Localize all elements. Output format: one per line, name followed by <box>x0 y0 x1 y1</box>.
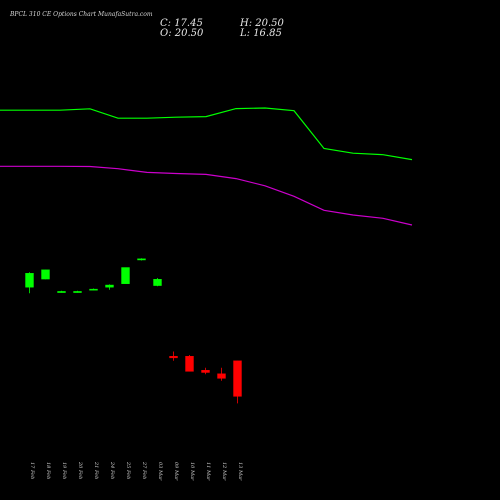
candle <box>217 367 226 381</box>
chart-title: BPCL 310 CE Options Chart MunafaSutra.co… <box>9 11 153 18</box>
candle <box>41 269 50 280</box>
candle-body <box>233 360 242 397</box>
candle-body <box>201 370 210 373</box>
candles-layer <box>25 258 242 404</box>
upper-band-line <box>0 107 413 161</box>
high-readout: H: 20.50 <box>239 18 285 29</box>
x-tick-label: 12 Mar <box>221 462 227 481</box>
candle-body <box>25 273 34 288</box>
candle <box>57 290 66 293</box>
lower-band-line <box>0 165 413 226</box>
candle-body <box>89 288 98 291</box>
candle <box>137 258 146 261</box>
x-axis-labels: 17 Feb 18 Feb 19 Feb 20 Feb 21 Feb 24 Feb 25 F… <box>29 461 243 481</box>
candle <box>89 288 98 291</box>
x-tick-label: 27 Feb <box>141 461 147 479</box>
candle <box>73 290 82 293</box>
candle <box>233 360 242 404</box>
low-readout: L: 16.85 <box>239 28 282 39</box>
open-readout: O: 20.50 <box>160 28 204 39</box>
candle <box>25 272 34 294</box>
candle-body <box>41 269 50 280</box>
candle <box>105 284 114 290</box>
x-tick-label: 09 Mar <box>173 462 179 481</box>
candle-body <box>137 258 146 261</box>
candle-body <box>217 373 226 379</box>
x-tick-label: 19 Feb <box>61 462 67 479</box>
x-tick-label: 03 Mar <box>157 462 163 481</box>
close-readout: C: 17.45 <box>160 18 203 29</box>
candle-body <box>185 356 194 372</box>
candle-body <box>121 267 130 284</box>
x-tick-label: 25 Feb <box>125 461 131 479</box>
candle-body <box>73 291 82 293</box>
x-tick-label: 13 Mar <box>237 462 243 481</box>
candle <box>201 367 210 375</box>
candle-body <box>153 279 162 286</box>
candle <box>169 351 178 361</box>
candle <box>153 278 162 287</box>
x-tick-label: 18 Feb <box>45 462 51 479</box>
candle <box>121 267 130 284</box>
candle-body <box>169 356 178 359</box>
x-tick-label: 21 Feb <box>93 461 99 479</box>
candle-body <box>57 291 66 293</box>
x-tick-label: 17 Feb <box>29 462 35 479</box>
candle <box>185 355 194 372</box>
indicator-lines <box>0 107 413 226</box>
candle-body <box>105 284 114 288</box>
x-tick-label: 24 Feb <box>109 461 115 479</box>
x-tick-label: 20 Feb <box>77 461 83 479</box>
x-tick-label: 10 Mar <box>189 462 195 481</box>
x-tick-label: 11 Mar <box>205 462 211 481</box>
